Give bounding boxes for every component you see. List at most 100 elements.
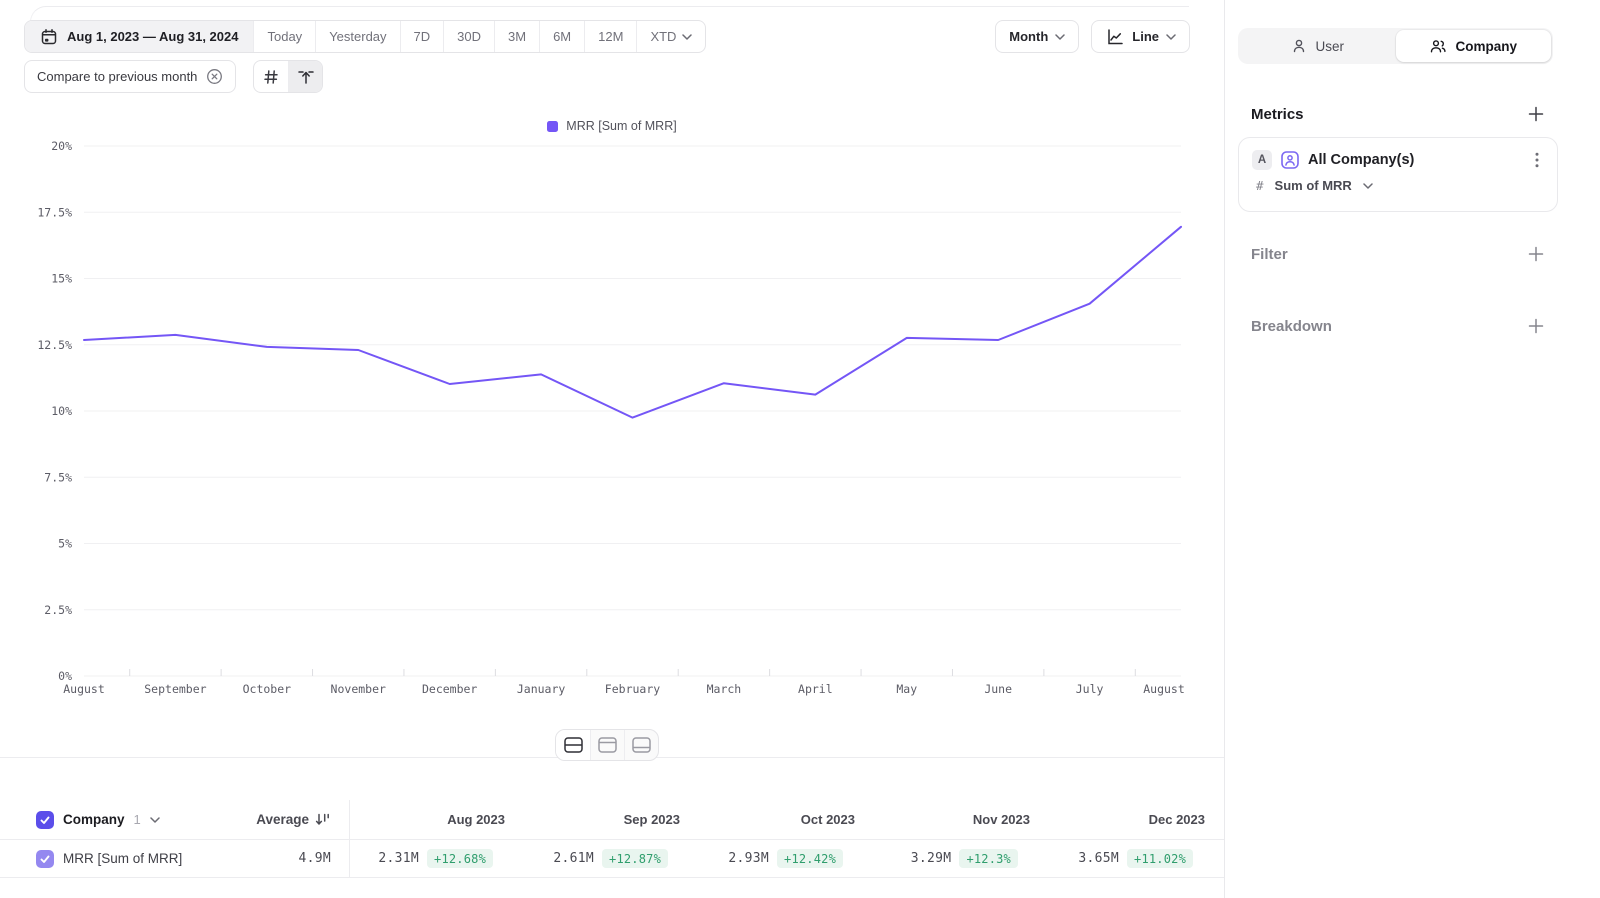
change-badge: +12.42% (777, 849, 843, 868)
preset-30d[interactable]: 30D (443, 21, 494, 52)
panel-layout-toggle (555, 729, 659, 761)
series-label: MRR [Sum of MRR] (63, 851, 183, 866)
value-cell: 2.93M +12.42% (681, 849, 856, 868)
plus-icon (1528, 246, 1544, 262)
preset-12m[interactable]: 12M (584, 21, 636, 52)
chevron-down-icon (1363, 182, 1373, 189)
x-axis-label: December (422, 682, 477, 696)
breakdown-title: Breakdown (1251, 317, 1332, 335)
x-axis-label: June (984, 682, 1012, 696)
filter-title: Filter (1251, 245, 1288, 263)
plus-icon (1528, 106, 1544, 122)
select-all-checkbox[interactable] (36, 810, 54, 829)
arrow-up-to-line-icon (298, 70, 314, 84)
value-labels-toggle[interactable] (254, 61, 288, 92)
series-cell: MRR [Sum of MRR] (0, 849, 225, 868)
number-type-icon: # (1256, 178, 1264, 193)
column-header: Dec 2023 (1148, 812, 1205, 827)
value-cell: 2.61M +12.87% (506, 849, 681, 868)
config-sidebar: User Company Metrics A (1224, 0, 1600, 898)
top-pane-icon (598, 737, 617, 753)
y-axis-tick-label: 0% (58, 669, 72, 683)
y-axis-tick-label: 17.5% (37, 205, 72, 219)
tab-user[interactable]: User (1240, 30, 1396, 62)
legend-label: MRR [Sum of MRR] (566, 119, 677, 133)
group-header-cell[interactable]: Company 1 (0, 810, 225, 829)
value-cell: 2.31M +12.68% (331, 849, 506, 868)
value-cell: 3.65M +11.02% (1031, 849, 1206, 868)
date-range-button[interactable]: Aug 1, 2023 — Aug 31, 2024 (25, 21, 254, 52)
layout-chart-button[interactable] (590, 730, 624, 760)
compare-chip[interactable]: Compare to previous month (24, 60, 237, 93)
chart-controls: Month Line (995, 20, 1190, 53)
column-header: Aug 2023 (447, 812, 505, 827)
preset-xtd-dropdown[interactable]: XTD (636, 21, 705, 52)
x-axis-label: August (1143, 682, 1185, 696)
kebab-icon (1535, 152, 1539, 168)
preset-yesterday[interactable]: Yesterday (315, 21, 399, 52)
change-badge: +11.02% (1127, 849, 1193, 868)
x-axis-label: July (1076, 682, 1104, 696)
x-axis-label: September (144, 682, 206, 696)
legend-swatch (547, 120, 559, 132)
entity-toggle: User Company (1238, 28, 1553, 64)
x-axis-label: March (707, 682, 742, 696)
metric-card[interactable]: A All Company(s) # Sum of MRR (1238, 137, 1558, 212)
aggregation-dropdown[interactable]: # Sum of MRR (1252, 178, 1547, 193)
column-header: Nov 2023 (972, 812, 1030, 827)
x-axis-label: August (63, 682, 105, 696)
y-axis-tick-label: 5% (58, 537, 72, 551)
preset-3m[interactable]: 3M (494, 21, 539, 52)
preset-today[interactable]: Today (253, 21, 315, 52)
y-axis-tick-label: 10% (51, 404, 72, 418)
series-checkbox[interactable] (36, 849, 54, 868)
dashboard-main: Aug 1, 2023 — Aug 31, 2024 Today Yesterd… (0, 6, 1224, 878)
average-value: 4.9M (298, 851, 331, 866)
granularity-dropdown[interactable]: Month (995, 20, 1080, 53)
results-table: Company 1 Average Aug 2023 Sep 2023 Oct … (0, 800, 1224, 878)
metric-letter-badge: A (1252, 150, 1272, 170)
group-count: 1 (133, 812, 141, 827)
add-breakdown-button[interactable] (1527, 317, 1545, 335)
x-axis-label: November (331, 682, 386, 696)
change-badge: +12.87% (602, 849, 668, 868)
x-axis-label: February (605, 682, 660, 696)
change-badge: +12.68% (427, 849, 493, 868)
chart-type-dropdown[interactable]: Line (1091, 20, 1190, 53)
layout-table-button[interactable] (624, 730, 658, 760)
metric-name: All Company(s) (1308, 152, 1415, 168)
calendar-icon (41, 28, 57, 44)
average-header-cell[interactable]: Average (225, 812, 331, 827)
overlay-toggle-group (253, 60, 324, 93)
value-cell: 3.29M +12.3% (856, 849, 1031, 868)
mrr-growth-line-chart[interactable]: 20%17.5%15%12.5%10%7.5%5%2.5%0%August Sep… (0, 136, 1224, 716)
remove-compare-icon[interactable] (206, 68, 223, 85)
preset-7d[interactable]: 7D (399, 21, 444, 52)
date-range-control: Aug 1, 2023 — Aug 31, 2024 Today Yesterd… (24, 20, 707, 53)
x-axis-label: April (798, 682, 833, 696)
metric-menu-button[interactable] (1527, 150, 1547, 170)
preset-6m[interactable]: 6M (539, 21, 584, 52)
goal-line-toggle[interactable] (288, 61, 323, 92)
toolbar-second-row: Compare to previous month (24, 60, 324, 93)
x-axis-label: October (243, 682, 292, 696)
chevron-down-icon (682, 33, 693, 40)
add-metric-button[interactable] (1527, 105, 1545, 123)
toolbar: Aug 1, 2023 — Aug 31, 2024 Today Yesterd… (24, 20, 1190, 53)
plus-icon (1528, 318, 1544, 334)
y-axis-tick-label: 12.5% (37, 338, 72, 352)
chart-legend: MRR [Sum of MRR] (0, 119, 1224, 133)
line-chart-icon (1108, 28, 1124, 44)
layout-split-button[interactable] (556, 730, 590, 760)
breakdown-section-header: Breakdown (1251, 316, 1545, 336)
y-axis-tick-label: 7.5% (44, 470, 72, 484)
x-axis-label: May (896, 682, 917, 696)
tab-company[interactable]: Company (1395, 30, 1551, 62)
user-icon (1294, 39, 1305, 53)
hash-icon (264, 69, 279, 84)
y-axis-tick-label: 2.5% (44, 603, 72, 617)
chevron-down-icon (1055, 33, 1066, 40)
y-axis-tick-label: 15% (51, 272, 72, 286)
bottom-pane-icon (632, 737, 651, 753)
add-filter-button[interactable] (1527, 245, 1545, 263)
